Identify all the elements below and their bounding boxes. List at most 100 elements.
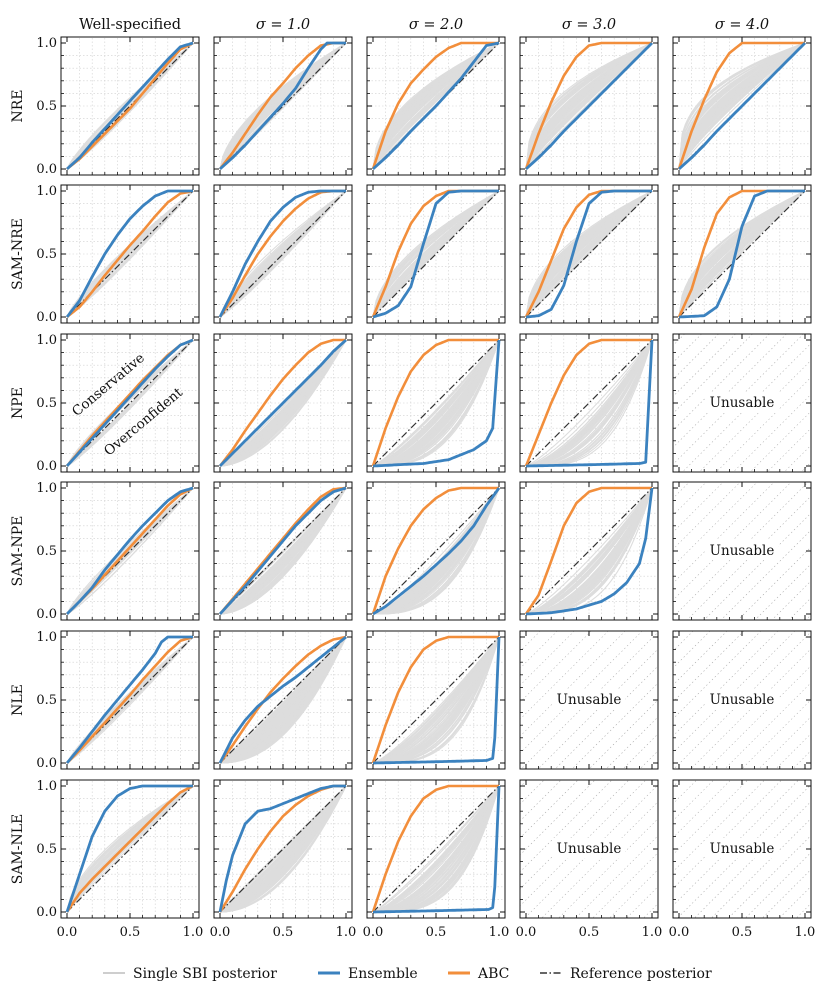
reference-posterior-line [219, 487, 347, 615]
ensemble-curve [65, 189, 193, 318]
panel-r2-c2 [366, 333, 506, 473]
single-sbi-curve [219, 487, 347, 615]
single-sbi-curve [219, 636, 347, 764]
ensemble-curve [65, 784, 193, 913]
single-sbi-curve [219, 339, 347, 467]
row-labels: NRE SAM-NRE NPE SAM-NPE NLE SAM-NLE [10, 89, 26, 884]
single-sbi-curve [372, 339, 500, 467]
unusable-label-background [553, 689, 625, 709]
single-sbi-curve [219, 785, 347, 913]
single-sbi-curve [66, 636, 194, 764]
single-sbi-curve [219, 785, 347, 913]
single-sbi-curve [372, 636, 500, 764]
single-sbi-curve [372, 785, 500, 913]
abc-curve [371, 784, 499, 913]
single-sbi-curve [373, 785, 500, 913]
ensemble-curve [65, 635, 193, 764]
single-sbi-curve [219, 636, 347, 764]
panel-r2-c0: 0.0 0.5 1.0 [36, 333, 200, 474]
single-sbi-curve [525, 190, 653, 318]
single-sbi-curve [525, 487, 653, 615]
single-sbi-curve [219, 785, 347, 913]
abc-curve [65, 784, 194, 913]
single-sbi-curve [219, 339, 347, 467]
ensemble-curve [678, 42, 806, 171]
single-sbi-curve [372, 636, 500, 764]
ensemble-curve [218, 635, 347, 764]
single-sbi-curve [372, 190, 500, 318]
panel-r4-c4: Unusable [672, 630, 812, 770]
ensemble-curve [218, 784, 346, 913]
single-sbi-curve [66, 339, 194, 467]
single-sbi-curve [678, 190, 806, 318]
single-sbi-curve [372, 785, 500, 913]
single-sbi-curve [372, 785, 500, 913]
abc-curve [371, 338, 499, 467]
y-tick-label: 0.0 [36, 459, 57, 474]
abc-curve [66, 41, 194, 171]
single-sbi-curve [373, 487, 500, 615]
single-sbi-curve [372, 339, 500, 467]
row-label-5: SAM-NLE [10, 814, 26, 885]
y-tick-label: 0.5 [36, 842, 57, 857]
single-sbi-curve [372, 785, 500, 913]
single-sbi-curve [66, 785, 194, 913]
y-tick-label: 0.5 [36, 544, 57, 559]
single-sbi-curve [219, 785, 347, 913]
y-tick-label: 1.0 [36, 779, 57, 794]
abc-curve [66, 635, 194, 764]
single-sbi-curve [678, 190, 806, 318]
single-sbi-curve [373, 636, 500, 764]
unusable-label-background [553, 838, 625, 858]
single-sbi-curve [219, 339, 347, 467]
single-sbi-curve [219, 42, 347, 170]
single-sbi-curve [678, 190, 806, 318]
legend: Single SBI posterior Ensemble ABC Reference… [103, 966, 712, 982]
single-sbi-curve [219, 785, 347, 913]
single-sbi-curve [373, 487, 500, 615]
single-sbi-curve [219, 785, 347, 913]
single-sbi-curve [219, 636, 347, 764]
panel-r5-c0: 0.00.0 0.5 0.5 1.0 1.0 [36, 779, 203, 940]
x-tick-label: 0.0 [669, 925, 690, 940]
abc-curve [66, 189, 194, 319]
x-tick-label: 1.0 [183, 925, 204, 940]
unusable-label: Unusable [710, 395, 775, 411]
panel-r3-c3 [519, 481, 659, 621]
single-sbi-curve [219, 785, 347, 913]
abc-curve [524, 486, 652, 615]
panel-r5-c4: Unusable 0.0 0.5 1.0 [669, 779, 815, 940]
ensemble-curve [526, 339, 654, 468]
single-sbi-curve [372, 636, 500, 764]
single-sbi-curve [219, 636, 347, 764]
single-sbi-curve [525, 487, 653, 615]
single-sbi-curve [66, 487, 194, 615]
panel-r5-c2: 0.0 0.5 1.0 [363, 779, 509, 940]
ensemble-curve [66, 486, 194, 615]
x-tick-label: 0.5 [426, 925, 447, 940]
reference-posterior-line [678, 190, 806, 318]
abc-curve [371, 635, 499, 764]
panel-r0-c4 [672, 36, 812, 176]
single-sbi-curve [66, 487, 194, 615]
unusable-label: Unusable [710, 841, 775, 857]
single-sbi-curve [219, 190, 347, 318]
single-sbi-curve [372, 785, 500, 913]
ensemble-curve [525, 42, 653, 171]
single-sbi-curve [219, 42, 347, 170]
panel-r5-c1: 0.0 0.5 1.0 [210, 779, 356, 940]
panel-r2-c3 [519, 333, 659, 473]
panel-r1-c2 [366, 184, 506, 324]
single-sbi-curve [219, 487, 347, 615]
single-sbi-curve [372, 785, 500, 913]
single-sbi-curve [66, 487, 194, 615]
unusable-label: Unusable [710, 692, 775, 708]
x-tick-label: 0.0 [363, 925, 384, 940]
legend-label-0: Single SBI posterior [133, 966, 277, 982]
reference-posterior-line [372, 339, 500, 467]
single-sbi-curve [372, 636, 500, 764]
single-sbi-curve [678, 190, 806, 318]
panel-r3-c1 [213, 481, 353, 621]
single-sbi-curve [219, 785, 347, 913]
